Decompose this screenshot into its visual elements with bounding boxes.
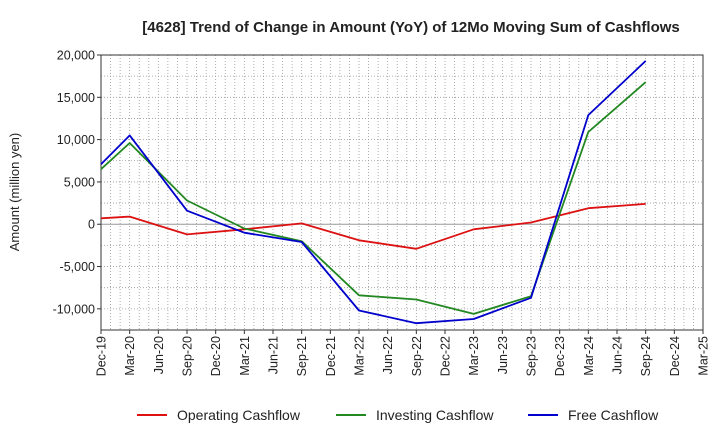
- y-tick-label: -10,000: [53, 302, 95, 316]
- legend-label: Operating Cashflow: [177, 407, 301, 423]
- series-line-free-cashflow: [100, 60, 647, 325]
- x-tick-label: Mar-20: [123, 336, 137, 376]
- x-tick-label: Mar-21: [238, 336, 252, 376]
- y-tick-label: 5,000: [64, 175, 95, 189]
- x-tick-label: Sep-23: [525, 336, 539, 376]
- x-tick-label: Mar-22: [353, 336, 367, 376]
- x-tick-label: Dec-19: [95, 336, 109, 376]
- y-tick-label: 15,000: [57, 91, 95, 105]
- x-tick-label: Dec-24: [668, 336, 682, 376]
- x-tick-label: Jun-22: [381, 336, 395, 374]
- x-tick-label: Dec-20: [209, 336, 223, 376]
- y-tick-label: 10,000: [57, 133, 95, 147]
- plot-border: [100, 54, 704, 331]
- x-tick-label: Sep-24: [639, 336, 653, 376]
- x-tick-label: Sep-20: [181, 336, 195, 376]
- x-tick-label: Jun-24: [611, 336, 625, 374]
- x-tick-label: Dec-21: [324, 336, 338, 376]
- x-tick-label: Jun-23: [496, 336, 510, 374]
- legend-label: Free Cashflow: [568, 407, 659, 423]
- legend: Operating Cashflow Investing Cashflow Free…: [137, 407, 659, 423]
- legend-label: Investing Cashflow: [376, 407, 494, 423]
- y-tick-label: 20,000: [57, 49, 95, 63]
- axes: 20,000 15,000 10,000 5,000 0 -5,000 -10,000 Dec…: [53, 49, 711, 377]
- series-lines: [100, 60, 647, 325]
- x-tick-label: Mar-25: [697, 336, 711, 376]
- x-tick-label: Mar-24: [582, 336, 596, 376]
- x-tick-label: Jun-20: [152, 336, 166, 374]
- x-tick-label: Sep-22: [410, 336, 424, 376]
- x-tick-label: Dec-23: [553, 336, 567, 376]
- plot-area: [101, 55, 703, 330]
- chart-title: [4628] Trend of Change in Amount (YoY) o…: [142, 19, 680, 36]
- y-axis-label: Amount (million yen): [7, 133, 22, 252]
- x-tick-label: Mar-23: [467, 336, 481, 376]
- y-tick-label: -5,000: [60, 260, 95, 274]
- series-line-investing-cashflow: [100, 81, 647, 315]
- x-tick-label: Sep-21: [295, 336, 309, 376]
- grid: [101, 54, 703, 331]
- series-line-operating-cashflow: [100, 203, 646, 250]
- x-tick-label: Dec-22: [439, 336, 453, 376]
- y-tick-label: 0: [88, 218, 95, 232]
- x-tick-label: Jun-21: [267, 336, 281, 374]
